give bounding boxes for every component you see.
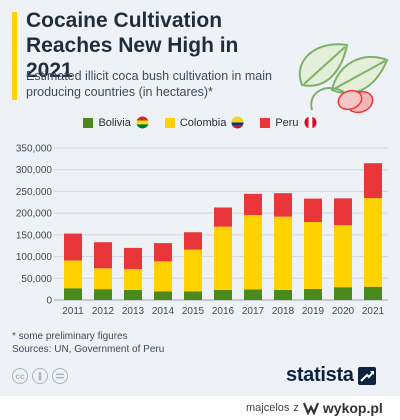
legend-label-peru: Peru [275, 116, 299, 129]
bar-bolivia-2011 [64, 288, 82, 300]
bar-peru-2018 [274, 193, 292, 217]
legend-label-colombia: Colombia [179, 116, 227, 129]
bar-bolivia-2012 [94, 289, 112, 300]
bar-peru-2015 [184, 232, 202, 250]
preliminary-note: * some preliminary figures [12, 331, 128, 342]
y-tick-label: 0 [46, 296, 52, 307]
watermark-site: wykop.pl [322, 400, 383, 416]
colombia-flag-icon [231, 116, 244, 129]
bar-peru-2019 [304, 198, 322, 223]
coca-leaf-icon [298, 43, 389, 114]
x-axis-ticks: 2011 2012 2013 2014 2015 2016 2017 2018 2019 2020… [62, 306, 384, 317]
y-tick-label: 200,000 [16, 209, 53, 220]
bar-colombia-2014 [154, 261, 172, 292]
y-tick-label: 350,000 [16, 144, 53, 155]
bar-colombia-2017 [244, 215, 262, 290]
chart-subtitle: Estimated illicit coca bush cultivation … [26, 69, 272, 99]
watermark-separator: z [293, 402, 299, 414]
footnote: * some preliminary figures Sources: UN, … [12, 330, 164, 356]
license-icons: cc [12, 368, 68, 384]
legend-item-bolivia: Bolivia [83, 116, 149, 129]
legend-item-peru: Peru [260, 116, 317, 129]
bar-peru-2012 [94, 242, 112, 269]
x-tick-label: 2017 [242, 306, 265, 317]
legend-swatch-bolivia [83, 117, 94, 128]
bar-bolivia-2018 [274, 290, 292, 300]
peru-flag-icon [304, 116, 317, 129]
legend-swatch-colombia [164, 117, 175, 128]
bar-colombia-2019 [304, 222, 322, 289]
y-tick-label: 300,000 [16, 165, 53, 176]
x-tick-label: 2019 [302, 306, 325, 317]
cc-icon[interactable]: cc [12, 368, 28, 384]
x-tick-label: 2012 [92, 306, 115, 317]
x-tick-label: 2015 [182, 306, 205, 317]
no-derivatives-icon[interactable] [52, 368, 68, 384]
bar-bolivia-2019 [304, 288, 322, 300]
x-tick-label: 2013 [122, 306, 145, 317]
bar-colombia-2012 [94, 268, 112, 290]
legend-label-bolivia: Bolivia [98, 116, 131, 129]
bar-bolivia-2015 [184, 291, 202, 300]
y-tick-label: 250,000 [16, 187, 53, 198]
bar-bolivia-2017 [244, 289, 262, 300]
bar-peru-2011 [64, 233, 82, 261]
y-tick-label: 100,000 [16, 252, 53, 263]
statista-logo-icon [357, 366, 376, 385]
bar-colombia-2011 [64, 260, 82, 289]
bar-bolivia-2020 [334, 287, 352, 300]
chart-card: Cocaine Cultivation Reaches New High in … [0, 0, 400, 396]
wykop-logo-icon [302, 402, 319, 415]
bar-bolivia-2016 [214, 290, 232, 300]
statista-logo[interactable]: statista [286, 364, 376, 387]
x-tick-label: 2014 [152, 306, 175, 317]
chart-title: Cocaine Cultivation Reaches New High in … [26, 9, 239, 82]
legend-item-colombia: Colombia [164, 116, 244, 129]
bars [64, 163, 382, 300]
bar-colombia-2013 [124, 269, 142, 291]
title-accent-bar [12, 12, 17, 100]
bar-peru-2016 [214, 207, 232, 227]
x-tick-label: 2020 [332, 306, 355, 317]
stacked-bar-chart: 0 50,000 100,000 150,000 200,000 250,000 300,0… [16, 144, 388, 317]
x-tick-label: 2011 [62, 306, 84, 317]
y-axis-ticks: 0 50,000 100,000 150,000 200,000 250,000 300,0… [16, 144, 53, 307]
bar-peru-2020 [334, 198, 352, 226]
legend-swatch-peru [260, 117, 271, 128]
bar-peru-2021 [364, 163, 382, 199]
x-tick-label: 2018 [272, 306, 295, 317]
watermark: majcelos z wykop.pl [246, 400, 383, 416]
bar-colombia-2016 [214, 226, 232, 291]
bar-peru-2017 [244, 193, 262, 216]
bar-peru-2013 [124, 247, 142, 270]
x-tick-label: 2016 [212, 306, 235, 317]
x-tick-label: 2021 [362, 306, 385, 317]
bar-peru-2014 [154, 243, 172, 262]
bar-colombia-2015 [184, 249, 202, 292]
watermark-user: majcelos [246, 402, 290, 414]
attribution-icon[interactable] [32, 368, 48, 384]
chart-legend: Bolivia Colombia [0, 116, 400, 129]
y-tick-label: 50,000 [21, 274, 52, 285]
bar-bolivia-2021 [364, 286, 382, 300]
bar-bolivia-2013 [124, 290, 142, 300]
bar-colombia-2021 [364, 198, 382, 287]
bar-colombia-2018 [274, 216, 292, 291]
y-tick-label: 150,000 [16, 230, 53, 241]
sources-text: Sources: UN, Government of Peru [12, 344, 165, 355]
bolivia-flag-icon [136, 116, 149, 129]
bar-colombia-2020 [334, 225, 352, 288]
brand-name: statista [286, 364, 354, 386]
bar-bolivia-2014 [154, 291, 172, 300]
